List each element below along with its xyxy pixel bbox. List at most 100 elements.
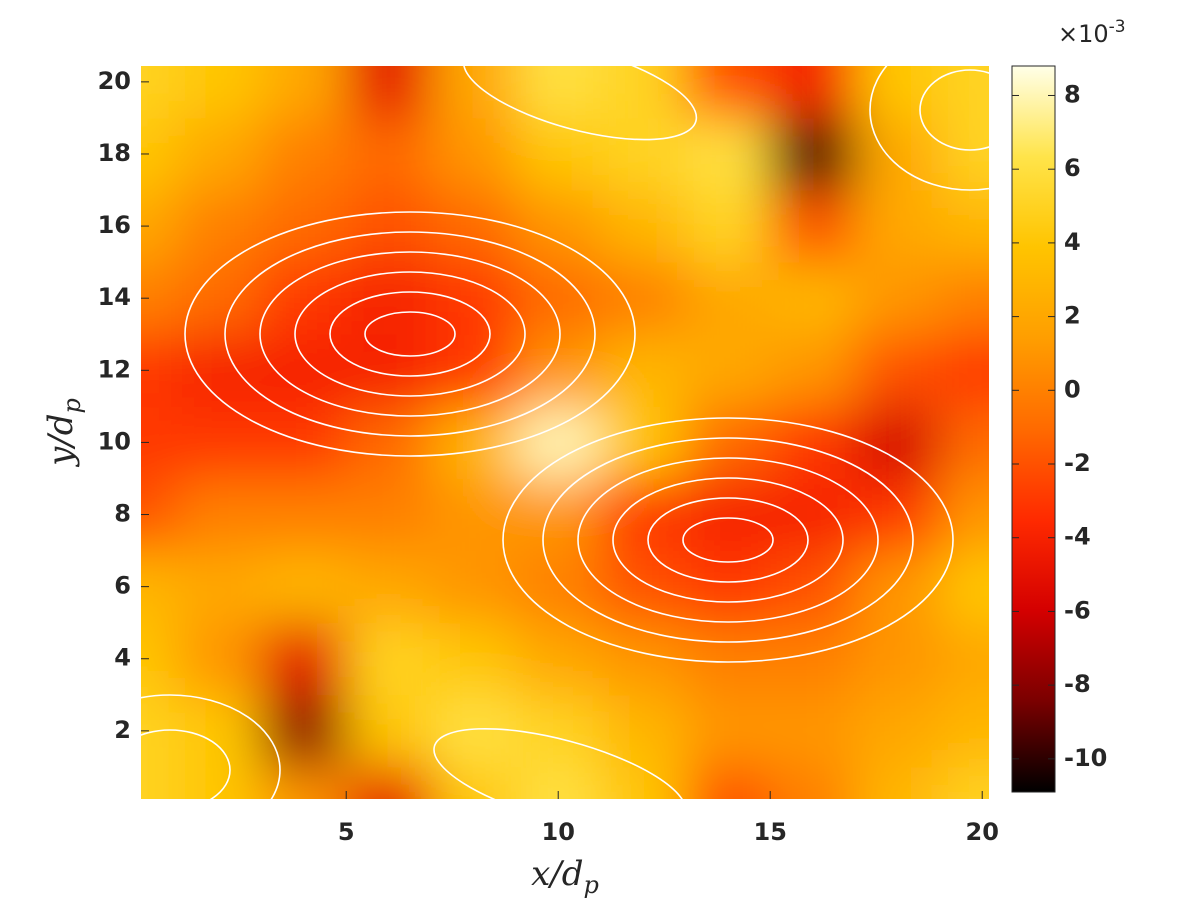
y-tick-label: 18	[98, 139, 131, 167]
heat-cell	[141, 550, 178, 624]
heat-cell	[176, 262, 262, 335]
x-tick-label: 15	[754, 818, 787, 846]
heat-cell	[261, 478, 347, 552]
heat-cell	[939, 190, 989, 263]
heat-cell	[685, 117, 771, 191]
contour	[184, 211, 636, 457]
heat-cell	[600, 334, 686, 407]
y-tick-label: 12	[98, 355, 131, 383]
heat-cell	[141, 66, 178, 119]
heat-cell	[855, 622, 941, 696]
heat-cell	[939, 334, 989, 407]
heat-cell	[685, 66, 771, 119]
y-tick-label: 4	[114, 644, 131, 672]
contour	[869, 66, 989, 191]
heat-cell	[176, 66, 262, 119]
heat-cell	[346, 117, 432, 191]
y-tick-label: 2	[114, 716, 131, 744]
heat-cell	[515, 117, 602, 191]
heat-cell	[855, 550, 941, 624]
heat-cell	[855, 66, 941, 119]
heat-cell	[431, 66, 517, 119]
heat-cell	[855, 766, 941, 799]
x-tick-label: 20	[966, 818, 999, 846]
heat-cell	[515, 550, 602, 624]
heat-cell	[685, 622, 771, 696]
heat-cell	[770, 694, 856, 768]
heat-cell	[770, 550, 856, 624]
heatmap	[141, 66, 989, 799]
heat-cell	[600, 262, 686, 335]
contour	[433, 727, 687, 799]
heat-cell	[431, 622, 517, 696]
heat-cell	[431, 117, 517, 191]
heat-cell	[685, 334, 771, 407]
heat-cell	[600, 694, 686, 768]
contour	[141, 729, 231, 799]
heat-cell	[600, 550, 686, 624]
heat-cell	[939, 262, 989, 335]
heat-cell	[855, 190, 941, 263]
contour	[259, 251, 561, 417]
contour	[224, 231, 596, 437]
heat-cell	[939, 766, 989, 799]
heat-cell	[685, 190, 771, 263]
heat-cell	[141, 262, 178, 335]
heat-cell	[261, 550, 347, 624]
heat-cell	[176, 622, 262, 696]
contour	[502, 417, 954, 663]
colorbar-tick-label: -10	[1064, 744, 1107, 772]
heat-cell	[261, 334, 347, 407]
heat-cell	[346, 766, 432, 799]
heat-cell	[176, 190, 262, 263]
heat-cell	[346, 66, 432, 119]
heat-cell	[141, 622, 178, 696]
heat-cell	[515, 66, 602, 119]
heat-cell	[770, 66, 856, 119]
y-tick-label: 10	[98, 427, 131, 455]
heat-cell	[939, 406, 989, 479]
heat-cell	[346, 262, 432, 335]
x-axis-label: x/dp	[531, 854, 599, 899]
heat-cell	[431, 478, 517, 552]
heat-cell	[431, 406, 517, 479]
colorbar-exponent: ×10-3	[1058, 17, 1126, 48]
heat-cell	[855, 117, 941, 191]
colorbar-tick-label: 0	[1064, 375, 1081, 403]
contour	[462, 66, 698, 141]
heat-cell	[770, 262, 856, 335]
contour	[919, 69, 989, 151]
colorbar-tick-label: 8	[1064, 80, 1081, 108]
heat-cell	[855, 694, 941, 768]
heat-cell	[431, 766, 517, 799]
heat-cell	[141, 478, 178, 552]
contour	[647, 497, 809, 583]
heat-cell	[685, 262, 771, 335]
heat-cell	[261, 117, 347, 191]
contour	[294, 271, 526, 397]
heat-cell	[141, 334, 178, 407]
heat-cell	[261, 66, 347, 119]
x-tick-label: 5	[338, 818, 355, 846]
contour	[682, 517, 774, 563]
heat-cell	[141, 190, 178, 263]
heat-cell	[600, 478, 686, 552]
heat-cell	[515, 406, 602, 479]
colorbar-tick-label: 6	[1064, 154, 1081, 182]
colorbar-tick-label: -8	[1064, 670, 1091, 698]
colorbar	[1011, 65, 1056, 793]
heat-cell	[346, 478, 432, 552]
y-tick-label: 6	[114, 572, 131, 600]
heat-cell	[600, 766, 686, 799]
x-tick-label: 10	[542, 818, 575, 846]
heat-cell	[515, 190, 602, 263]
heat-cell	[176, 117, 262, 191]
heat-cell	[939, 622, 989, 696]
contour	[329, 291, 491, 377]
heat-cell	[855, 406, 941, 479]
colorbar-tick-label: -6	[1064, 596, 1091, 624]
colorbar-tick-label: -4	[1064, 523, 1091, 551]
contour	[364, 311, 456, 357]
heat-cell	[855, 262, 941, 335]
heat-cell	[176, 406, 262, 479]
